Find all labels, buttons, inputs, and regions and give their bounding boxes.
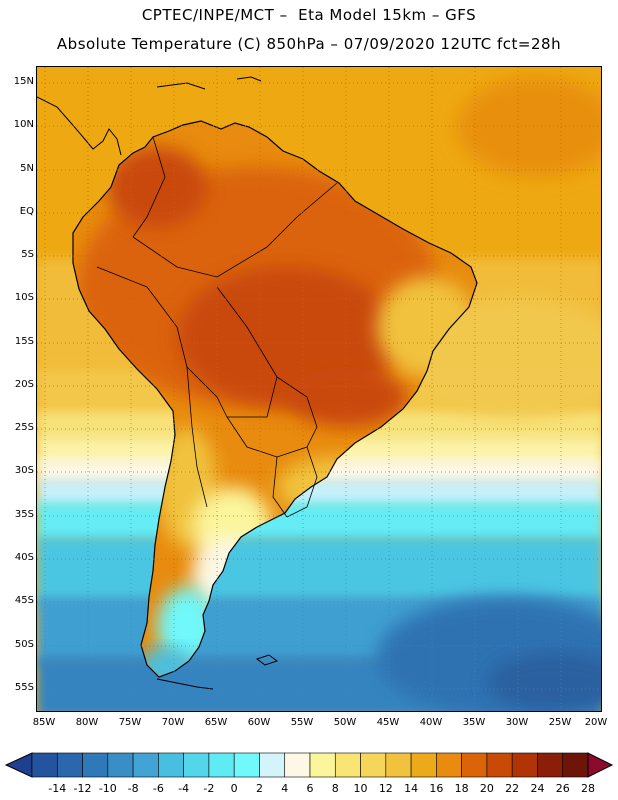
colorbar-swatch [284, 752, 311, 778]
colorbar-label: -12 [73, 782, 92, 795]
colorbar-swatch [385, 752, 412, 778]
lon-label-60w: 60W [247, 717, 271, 728]
colorbar-swatch [107, 752, 134, 778]
caribbean-islands [156, 82, 206, 90]
colorbar-label: -14 [48, 782, 67, 795]
lat-label-45s: 45S [14, 595, 34, 606]
colorbar-label: 28 [581, 782, 595, 795]
map-panel [36, 66, 602, 712]
lat-label-35s: 35S [14, 509, 34, 520]
colorbar-swatch [56, 752, 83, 778]
lat-label-10s: 10S [14, 292, 34, 303]
lat-label-5s: 5S [21, 249, 34, 260]
colorbar-swatch [259, 752, 286, 778]
colorbar-swatch [461, 752, 488, 778]
country-borders [96, 136, 338, 518]
lon-label-35w: 35W [462, 717, 486, 728]
colorbar-swatch [82, 752, 109, 778]
colorbar-swatch [410, 752, 437, 778]
lon-label-55w: 55W [290, 717, 314, 728]
lon-label-65w: 65W [204, 717, 228, 728]
colorbar-label: 22 [505, 782, 520, 795]
title-line-2: Absolute Temperature (C) 850hPa – 07/09/… [56, 35, 562, 53]
colorbar-swatch [436, 752, 462, 778]
lat-label-eq: EQ [19, 206, 34, 217]
lon-label-45w: 45W [376, 717, 400, 728]
lon-label-85w: 85W [32, 717, 56, 728]
colorbar-swatch [537, 752, 564, 778]
temperature-colorbar [4, 752, 614, 778]
lat-label-40s: 40S [14, 552, 34, 563]
colorbar-swatch [208, 752, 235, 778]
colorbar-label: -4 [178, 782, 190, 795]
lon-label-80w: 80W [75, 717, 99, 728]
title-line-1: CPTEC/INPE/MCT – Eta Model 15km – GFS [141, 6, 477, 24]
colorbar-swatch [486, 752, 513, 778]
colorbar-swatch [132, 752, 159, 778]
colorbar-label: 6 [306, 782, 314, 795]
colorbar-label: 20 [479, 782, 494, 795]
south-america-coastline [72, 120, 478, 678]
colorbar-end-low [4, 752, 33, 778]
colorbar-swatch [183, 752, 210, 778]
colorbar-label: 8 [331, 782, 339, 795]
colorbar-label: 24 [530, 782, 545, 795]
colorbar-label: 16 [429, 782, 444, 795]
lon-label-40w: 40W [419, 717, 443, 728]
lon-label-30w: 30W [505, 717, 529, 728]
lat-label-5n: 5N [20, 163, 34, 174]
lat-label-50s: 50S [14, 639, 34, 650]
colorbar-swatch [158, 752, 184, 778]
lon-label-20w: 20W [584, 717, 608, 728]
colorbar-label: 2 [255, 782, 263, 795]
central-america-coastline [37, 96, 122, 156]
falkland-islands [255, 654, 279, 666]
colorbar-swatch [309, 752, 336, 778]
colorbar-swatch [360, 752, 387, 778]
colorbar-label: -8 [127, 782, 139, 795]
colorbar-swatch [233, 752, 260, 778]
colorbar-swatch [511, 752, 538, 778]
lat-label-55s: 55S [14, 682, 34, 693]
tierra-del-fuego [156, 678, 214, 690]
colorbar-label: 0 [230, 782, 238, 795]
colorbar-label: 18 [454, 782, 469, 795]
colorbar-label: -2 [203, 782, 215, 795]
colorbar-label: -6 [152, 782, 164, 795]
lon-label-25w: 25W [548, 717, 572, 728]
lat-label-30s: 30S [14, 465, 34, 476]
colorbar-label: 4 [281, 782, 289, 795]
colorbar-end-high [587, 752, 614, 778]
colorbar-swatch [562, 752, 589, 778]
lat-label-15n: 15N [13, 76, 34, 87]
colorbar-swatch [31, 752, 58, 778]
lat-label-10n: 10N [13, 119, 34, 130]
caribbean-islands-east [236, 76, 262, 82]
lon-label-70w: 70W [161, 717, 185, 728]
colorbar-label: 10 [353, 782, 368, 795]
lat-label-25s: 25S [14, 422, 34, 433]
lat-label-20s: 20S [14, 379, 34, 390]
colorbar-label: 14 [404, 782, 419, 795]
lat-label-15s: 15S [14, 336, 34, 347]
colorbar-label: 12 [378, 782, 393, 795]
temperature-map [37, 67, 601, 711]
colorbar-swatch [334, 752, 361, 778]
lon-label-75w: 75W [118, 717, 142, 728]
colorbar-label: 26 [555, 782, 570, 795]
lon-label-50w: 50W [333, 717, 357, 728]
colorbar-label: -10 [98, 782, 117, 795]
